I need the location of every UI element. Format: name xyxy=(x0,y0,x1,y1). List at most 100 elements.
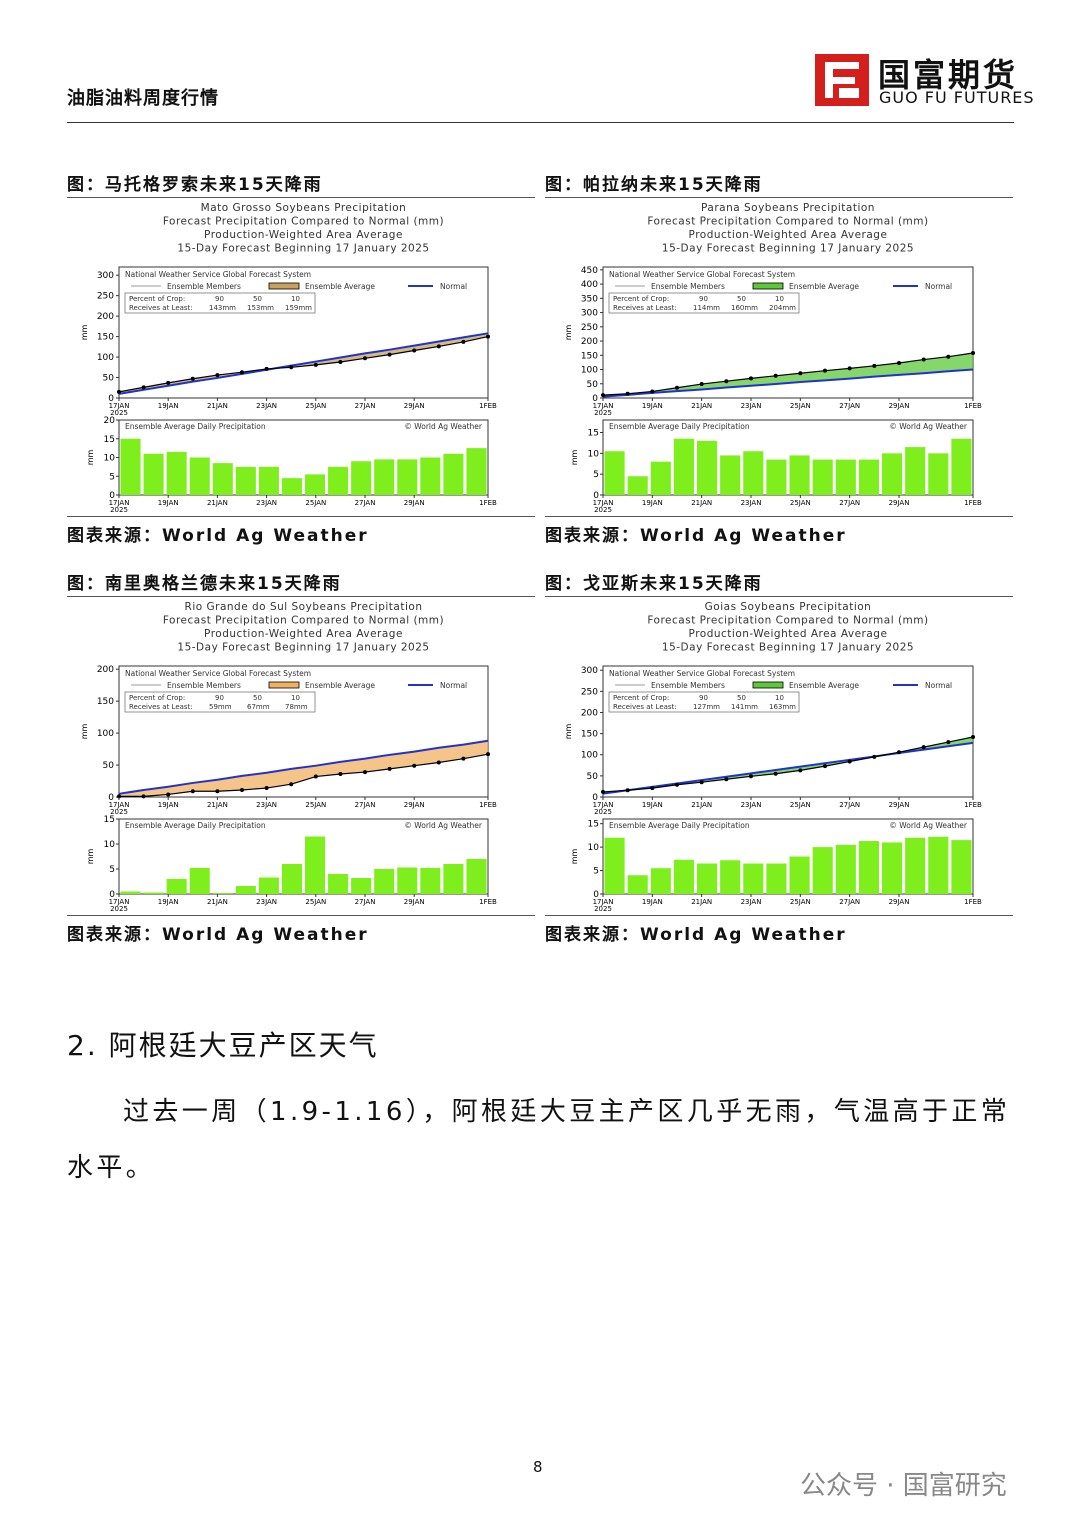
figure-caption: 图：马托格罗索未来15天降雨 xyxy=(67,170,535,198)
bar xyxy=(328,466,349,495)
x-tick-label: 25JAN xyxy=(305,499,326,507)
bar xyxy=(305,474,326,495)
bar xyxy=(766,459,787,495)
normal-line xyxy=(602,741,974,795)
x-tick-label: 23JAN xyxy=(256,898,277,906)
bar xyxy=(235,466,256,495)
bar xyxy=(928,836,949,894)
bar xyxy=(166,879,187,894)
crop-percent: 10 xyxy=(291,295,300,303)
y-tick-label: 250 xyxy=(581,323,598,333)
x-tick-label: 19JAN xyxy=(158,499,179,507)
figure-caption: 图：南里奥格兰德未来15天降雨 xyxy=(67,569,535,597)
average-point xyxy=(338,771,343,776)
chart-title: 15-Day Forecast Beginning 17 January 202… xyxy=(662,642,914,654)
bar xyxy=(305,836,326,894)
y-tick-label: 5 xyxy=(109,865,115,875)
legend-average: Ensemble Average xyxy=(305,282,375,291)
x-year-label: 2025 xyxy=(594,409,612,417)
receives-value: 143mm xyxy=(209,304,236,312)
x-tick-label: 29JAN xyxy=(889,801,910,809)
y-tick-label: 350 xyxy=(581,294,598,304)
bar xyxy=(258,877,279,894)
average-point xyxy=(240,787,244,792)
average-point xyxy=(363,356,367,361)
legend-average-swatch xyxy=(752,282,784,290)
y-tick-label: 200 xyxy=(581,337,598,347)
average-point xyxy=(946,354,951,359)
section-paragraph: 过去一周（1.9-1.16），阿根廷大豆主产区几乎无雨，气温高于正常水平。 xyxy=(67,1097,1011,1183)
average-point xyxy=(675,782,679,787)
bar xyxy=(258,466,279,495)
x-tick-label: 1FEB xyxy=(964,402,982,410)
x-tick-label: 23JAN xyxy=(741,898,762,906)
legend-average-swatch xyxy=(268,681,300,689)
bar xyxy=(443,864,464,894)
chart-title: Production-Weighted Area Average xyxy=(204,628,403,640)
system-label: National Weather Service Global Forecast… xyxy=(125,270,311,279)
crop-label: Percent of Crop: xyxy=(129,694,185,702)
crop-percent: 10 xyxy=(775,694,784,702)
daily-credit: © World Ag Weather xyxy=(889,422,968,431)
bar xyxy=(443,453,464,495)
system-label: National Weather Service Global Forecast… xyxy=(609,270,795,279)
average-point xyxy=(412,763,417,768)
y-tick-label: 250 xyxy=(97,292,114,302)
bar xyxy=(743,451,764,495)
average-point xyxy=(675,385,679,390)
y-tick-label: 0 xyxy=(109,491,115,501)
y-tick-label: 15 xyxy=(588,820,599,830)
receives-label: Receives at Least: xyxy=(129,304,193,312)
x-tick-label: 23JAN xyxy=(256,402,277,410)
bar xyxy=(212,893,233,894)
bar xyxy=(766,863,787,894)
bar xyxy=(374,459,395,495)
daily-credit: © World Ag Weather xyxy=(889,821,968,830)
legend-members: Ensemble Members xyxy=(651,681,725,690)
watermark: 公众号 · 国富研究 xyxy=(800,1471,1007,1501)
average-point xyxy=(625,391,630,396)
y-tick-label: 200 xyxy=(581,708,598,718)
average-point xyxy=(773,771,778,776)
bar xyxy=(789,856,810,894)
average-line xyxy=(118,336,489,393)
x-year-label: 2025 xyxy=(594,808,612,816)
bar xyxy=(212,463,233,495)
bar xyxy=(882,842,903,894)
average-point xyxy=(650,389,655,394)
bar xyxy=(397,459,418,495)
chart-title: Production-Weighted Area Average xyxy=(689,229,888,241)
average-point xyxy=(724,379,729,384)
x-tick-label: 25JAN xyxy=(790,499,811,507)
y-tick-label: 50 xyxy=(587,380,599,390)
average-point xyxy=(897,360,901,365)
x-tick-label: 23JAN xyxy=(741,402,762,410)
bar xyxy=(882,453,903,495)
receives-value: 204mm xyxy=(769,304,796,312)
average-point xyxy=(971,351,975,356)
y-unit: mm xyxy=(564,325,573,341)
average-point xyxy=(625,788,630,793)
average-point xyxy=(117,794,121,799)
y-tick-label: 300 xyxy=(581,309,598,319)
y-tick-label: 5 xyxy=(593,867,599,877)
receives-value: 78mm xyxy=(285,703,308,711)
bar xyxy=(650,868,671,894)
y-tick-label: 15 xyxy=(104,815,115,825)
figure-caption: 图：帕拉纳未来15天降雨 xyxy=(545,170,1013,198)
system-label: National Weather Service Global Forecast… xyxy=(609,669,795,678)
bar xyxy=(374,869,395,894)
bar xyxy=(858,459,879,495)
crop-label: Percent of Crop: xyxy=(129,295,185,303)
y-tick-label: 100 xyxy=(581,366,598,376)
crop-percent: 90 xyxy=(215,694,224,702)
y-tick-label: 200 xyxy=(97,312,114,322)
bar xyxy=(281,478,302,495)
legend-members: Ensemble Members xyxy=(651,282,725,291)
average-point xyxy=(190,789,195,794)
precip-chart: Rio Grande do Sul Soybeans Precipitation… xyxy=(80,601,497,913)
y-tick-label: 150 xyxy=(97,697,114,707)
bar xyxy=(928,453,949,495)
bar xyxy=(650,461,671,495)
average-point xyxy=(872,754,877,759)
